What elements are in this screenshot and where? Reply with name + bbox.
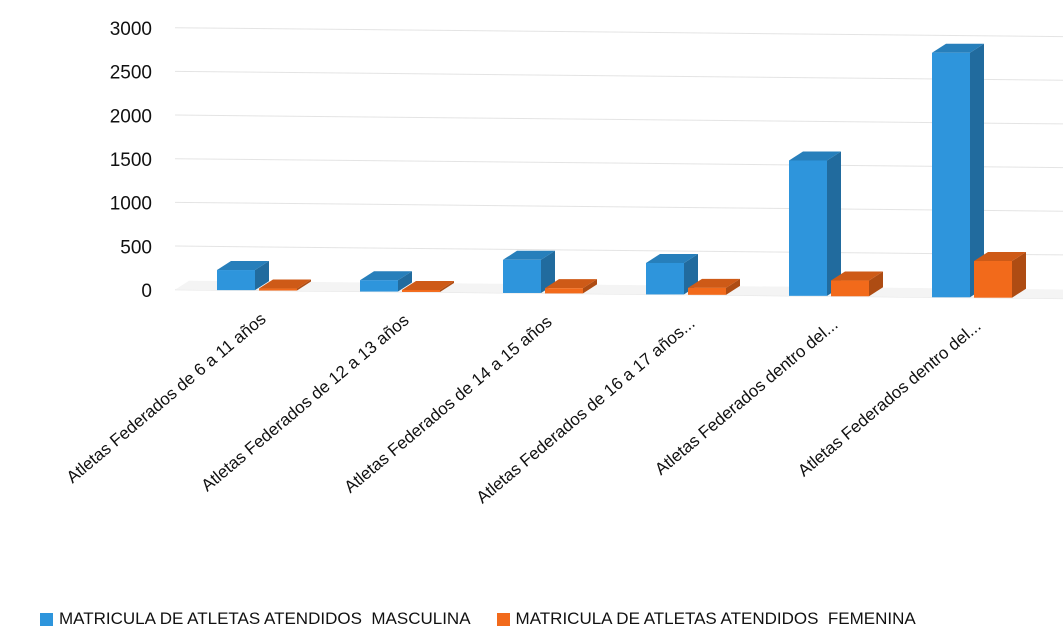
bar-masculina: [503, 250, 555, 293]
bar-chart: 0 500 1000 1500 2000 2500 3000 Atletas Federad…: [63, 19, 1063, 507]
bar-femenina: [974, 252, 1026, 298]
bar-masculina: [789, 151, 841, 296]
bar-femenina: [831, 271, 883, 297]
y-axis: 0 500 1000 1500 2000 2500 3000: [110, 19, 152, 302]
legend-swatch-femenina: [496, 612, 510, 626]
y-tick-label: 2500: [110, 63, 152, 84]
gridline: [174, 201, 1063, 212]
bar-femenina: [688, 278, 740, 295]
gridline: [174, 114, 1063, 125]
bar-femenina: [545, 279, 597, 294]
x-axis: Atletas Federados de 6 a 11 añosAtletas …: [63, 309, 985, 507]
bar-femenina: [402, 280, 454, 292]
y-tick-label: 3000: [110, 19, 152, 40]
legend-item-femenina: MATRICULA DE ATLETAS ATENDIDOS FEMENINA: [496, 609, 916, 629]
gridline: [174, 27, 1063, 38]
gridline: [174, 245, 1063, 256]
legend-item-masculina: MATRICULA DE ATLETAS ATENDIDOS MASCULINA: [40, 609, 471, 629]
y-tick-label: 500: [120, 237, 152, 258]
y-tick-label: 0: [141, 281, 152, 302]
legend-label-femenina: MATRICULA DE ATLETAS ATENDIDOS FEMENINA: [515, 609, 916, 628]
y-tick-label: 1500: [110, 150, 152, 171]
bar-masculina: [932, 43, 984, 298]
y-tick-label: 1000: [110, 194, 152, 215]
gridline: [174, 158, 1063, 169]
bar-masculina: [360, 271, 412, 292]
bar-masculina: [217, 261, 269, 291]
bar-femenina: [259, 279, 311, 291]
legend: MATRICULA DE ATLETAS ATENDIDOS MASCULINA…: [40, 604, 1060, 634]
y-tick-label: 2000: [110, 106, 152, 127]
bars: [217, 43, 1026, 298]
legend-swatch-masculina: [40, 612, 53, 626]
chart-floor: [175, 280, 1063, 299]
gridline: [174, 70, 1063, 81]
legend-label-masculina: MATRICULA DE ATLETAS ATENDIDOS MASCULINA: [59, 609, 471, 628]
gridlines: [174, 27, 1063, 300]
